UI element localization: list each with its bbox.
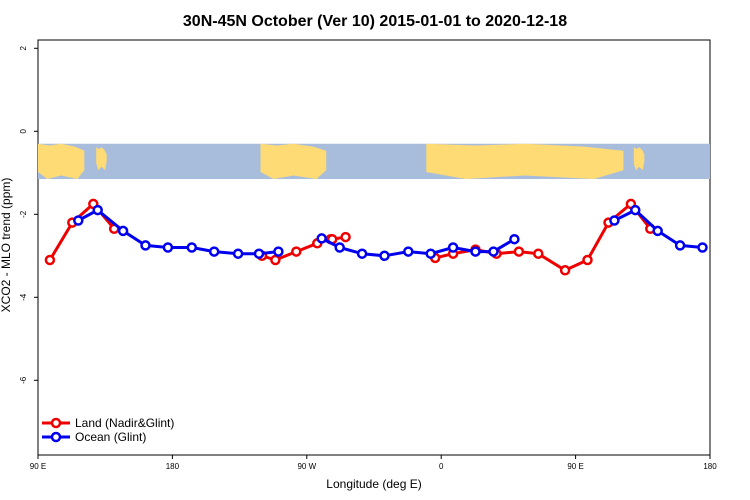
data-point (232, 248, 244, 259)
y-tick-label: 0 (19, 129, 28, 134)
data-point (92, 204, 103, 216)
x-tick-label: 0 (439, 462, 444, 471)
series-ocean (73, 204, 708, 262)
plot-frame (37, 39, 711, 456)
data-point (162, 242, 174, 253)
data-point (425, 248, 436, 259)
data-point (340, 231, 351, 243)
y-tick-label: 2 (19, 46, 28, 51)
data-point (609, 215, 620, 226)
data-point (513, 246, 525, 257)
y-tick-label: -6 (19, 376, 28, 384)
series-line (321, 237, 516, 258)
data-point (488, 246, 499, 257)
data-point (253, 248, 265, 259)
x-tick-label: 90 E (30, 462, 46, 471)
series-line (77, 208, 279, 256)
map-land-japan-repeat (633, 147, 645, 171)
data-point (270, 254, 281, 266)
data-point (697, 242, 708, 253)
series-land (44, 198, 656, 276)
data-point (559, 265, 571, 276)
x-tick-label: 180 (166, 462, 180, 471)
data-point (186, 242, 198, 253)
y-tick-label: -4 (19, 293, 28, 301)
map-land-asia-east (38, 143, 85, 179)
map-land-north-america (260, 143, 327, 179)
data-point (652, 225, 663, 237)
data-point (447, 242, 459, 253)
world-map-strip (38, 143, 710, 180)
data-point (356, 248, 368, 259)
x-axis-label: Longitude (deg E) (326, 477, 421, 491)
data-point (140, 240, 151, 251)
series-line (434, 202, 652, 272)
data-point (44, 254, 56, 266)
data-point (403, 246, 414, 257)
data-point (582, 254, 593, 266)
map-land-europe-asia (426, 143, 624, 179)
legend: Land (Nadir&Glint)Ocean (Glint) (42, 416, 174, 444)
data-point (291, 246, 302, 257)
map-land-japan (96, 147, 107, 171)
data-point (630, 204, 641, 216)
series-line (48, 202, 116, 261)
x-tick-label: 180 (703, 462, 717, 471)
chart-title: 30N-45N October (Ver 10) 2015-01-01 to 2… (183, 13, 567, 30)
x-axis: 90 E 180 90 W 0 90 E 180 (30, 455, 717, 471)
x-tick-label: 90 W (297, 462, 316, 471)
legend-label: Land (Nadir&Glint) (75, 416, 174, 430)
y-tick-label: -2 (19, 210, 28, 218)
series-layer (44, 198, 708, 276)
data-point (509, 233, 520, 245)
data-point (316, 233, 327, 244)
legend-label: Ocean (Glint) (75, 430, 146, 444)
data-point (470, 246, 481, 257)
data-point (334, 242, 345, 253)
legend-marker (50, 417, 62, 429)
data-point (533, 248, 544, 259)
y-axis: 2 0 -2 -4 -6 (19, 46, 38, 384)
data-point (674, 240, 686, 251)
data-point (117, 225, 129, 237)
data-point (379, 250, 390, 262)
data-point (73, 215, 84, 226)
data-point (273, 246, 284, 257)
y-axis-label: XCO2 - MLO trend (ppm) (0, 178, 13, 313)
data-point (208, 246, 220, 257)
x-tick-label: 90 E (567, 462, 583, 471)
legend-marker (50, 431, 62, 443)
